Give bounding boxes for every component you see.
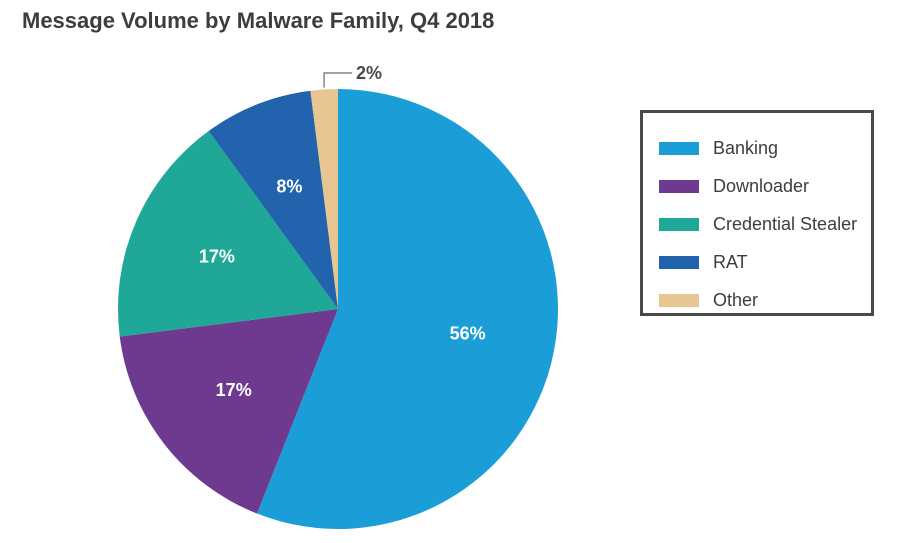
slice-value-label-rat: 8% xyxy=(276,176,302,196)
legend-item-banking: Banking xyxy=(659,129,871,167)
slice-value-label-banking: 56% xyxy=(450,324,486,344)
legend-item-credential-stealer: Credential Stealer xyxy=(659,205,871,243)
legend: Banking Downloader Credential Stealer RA… xyxy=(640,110,874,316)
legend-label-rat: RAT xyxy=(713,251,748,272)
legend-label-credential-stealer: Credential Stealer xyxy=(713,213,858,234)
pie-slice-downloader xyxy=(119,309,338,514)
slice-value-label-other: 2% xyxy=(356,63,382,83)
legend-label-banking: Banking xyxy=(713,137,779,158)
pie-labels: 56% 17% 17% 8% 2% xyxy=(199,63,486,400)
legend-item-other: Other xyxy=(659,281,871,319)
legend-swatch-downloader xyxy=(659,179,699,193)
pie-slices xyxy=(118,89,558,529)
legend-swatch-banking xyxy=(659,141,699,155)
pie-slice-other xyxy=(310,89,338,309)
pie-slice-credential-stealer xyxy=(118,131,339,337)
slice-value-label-downloader: 17% xyxy=(216,380,252,400)
legend-swatch-rat xyxy=(659,255,699,269)
legend-label-other: Other xyxy=(713,289,759,310)
slice-value-label-credential-stealer: 17% xyxy=(199,247,235,267)
chart-title: Message Volume by Malware Family, Q4 201… xyxy=(22,8,495,33)
legend-swatch-credential-stealer xyxy=(659,217,699,231)
pie-slice-rat xyxy=(208,90,338,309)
legend-swatch-other xyxy=(659,293,699,307)
legend-label-downloader: Downloader xyxy=(713,175,810,196)
legend-item-downloader: Downloader xyxy=(659,167,871,205)
legend-item-rat: RAT xyxy=(659,243,871,281)
pie-slice-banking xyxy=(257,89,558,529)
leader-line-other xyxy=(323,72,353,88)
